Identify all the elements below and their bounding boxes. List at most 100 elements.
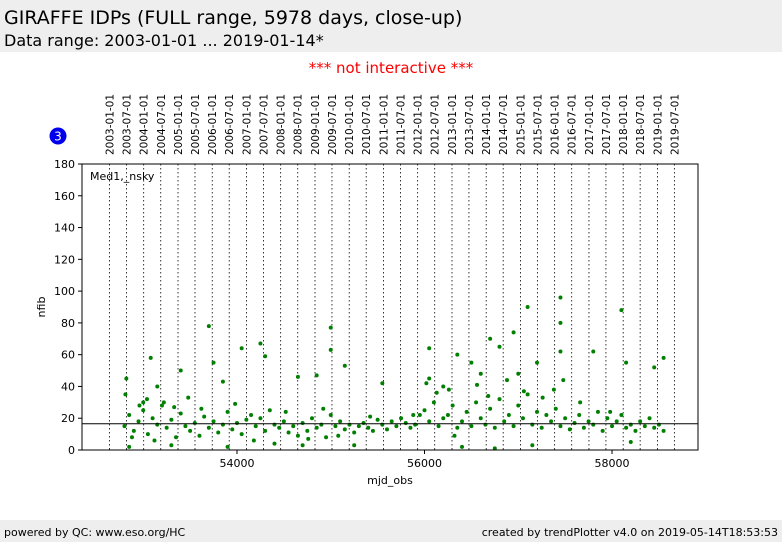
point (174, 435, 179, 440)
date-label: 2019-01-01 (652, 94, 664, 155)
y-tick-label: 80 (61, 317, 75, 330)
point (567, 427, 572, 432)
point (368, 414, 373, 419)
point (309, 416, 314, 421)
point (239, 346, 244, 351)
point (486, 393, 491, 398)
point (516, 403, 521, 408)
point (551, 387, 556, 392)
point (502, 419, 507, 424)
date-label: 2007-01-01 (241, 94, 253, 155)
point (474, 400, 479, 405)
point (652, 365, 657, 370)
point (124, 376, 129, 381)
point (220, 379, 225, 384)
point (258, 416, 263, 421)
point (563, 416, 568, 421)
date-label: 2017-07-01 (601, 94, 613, 155)
point (403, 420, 408, 425)
point (561, 378, 566, 383)
point (434, 390, 439, 395)
point (591, 422, 596, 427)
point (628, 422, 633, 427)
point (328, 413, 333, 418)
x-tick-label: 58000 (595, 457, 630, 470)
point (431, 400, 436, 405)
point (225, 444, 230, 449)
point (161, 400, 166, 405)
header-bar (0, 0, 782, 52)
point (305, 428, 310, 433)
date-label: 2016-01-01 (550, 94, 562, 155)
date-label: 2011-07-01 (395, 94, 407, 155)
point (511, 330, 516, 335)
point (558, 424, 563, 429)
point (619, 413, 624, 418)
point (417, 413, 422, 418)
x-tick-label: 54000 (219, 457, 254, 470)
point (253, 424, 258, 429)
point (540, 395, 545, 400)
point (413, 422, 418, 427)
point (521, 389, 526, 394)
date-label: 2012-07-01 (430, 94, 442, 155)
point (633, 428, 638, 433)
point (558, 295, 563, 300)
point (591, 349, 596, 354)
point (225, 409, 230, 414)
point (159, 403, 164, 408)
point (356, 424, 361, 429)
date-label: 2005-07-01 (190, 94, 202, 155)
point (652, 425, 657, 430)
y-tick-label: 100 (54, 285, 75, 298)
point (145, 432, 150, 437)
point (384, 427, 389, 432)
point (152, 438, 157, 443)
point (427, 376, 432, 381)
point (281, 419, 286, 424)
point (338, 419, 343, 424)
footer-right: created by trendPlotter v4.0 on 2019-05-… (482, 526, 778, 539)
point (578, 400, 583, 405)
point (497, 397, 502, 402)
point (321, 406, 326, 411)
footer-bar (0, 520, 782, 542)
y-tick-label: 40 (61, 380, 75, 393)
point (233, 401, 238, 406)
plot: 2003-01-01 2003-07-01 2004-01-01 2004-07-01… (35, 94, 699, 487)
point (492, 446, 497, 451)
point (314, 373, 319, 378)
point (638, 419, 643, 424)
point (642, 424, 647, 429)
point (188, 428, 193, 433)
point (283, 409, 288, 414)
point (148, 355, 153, 360)
point (263, 428, 268, 433)
point (380, 422, 385, 427)
point (427, 346, 432, 351)
date-label: 2009-01-01 (310, 94, 322, 155)
page-subtitle: Data range: 2003-01-01 ... 2019-01-14* (4, 31, 324, 50)
point (478, 371, 483, 376)
point (586, 419, 591, 424)
point (211, 419, 216, 424)
point (263, 354, 268, 359)
point (610, 424, 615, 429)
point (475, 382, 480, 387)
point (192, 420, 197, 425)
date-label: 2018-07-01 (635, 94, 647, 155)
point (577, 413, 582, 418)
point (234, 420, 239, 425)
date-label: 2014-07-01 (498, 94, 510, 155)
badge: 3 (54, 130, 62, 144)
point (478, 416, 483, 421)
point (178, 368, 183, 373)
point (408, 425, 413, 430)
point (492, 425, 497, 430)
point (319, 422, 324, 427)
point (389, 419, 394, 424)
point (595, 409, 600, 414)
point (131, 428, 136, 433)
date-label: 2017-01-01 (584, 94, 596, 155)
point (172, 405, 177, 410)
